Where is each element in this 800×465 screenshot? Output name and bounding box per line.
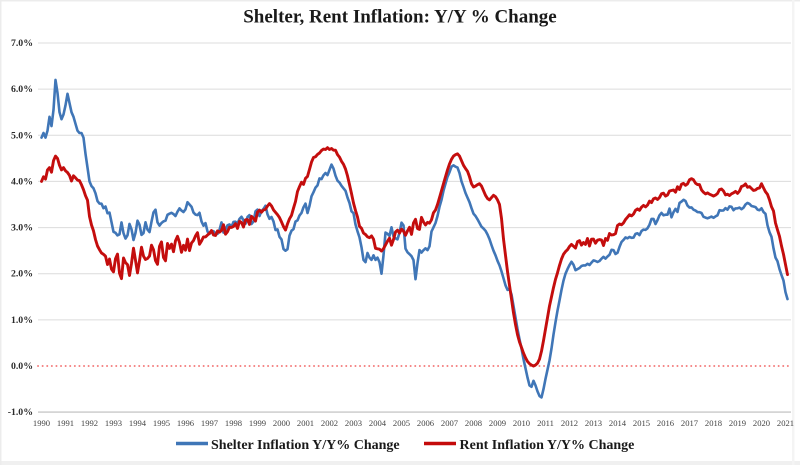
- svg-text:2003: 2003: [345, 418, 362, 428]
- svg-text:0.0%: 0.0%: [11, 361, 33, 372]
- svg-text:-1.0%: -1.0%: [8, 407, 33, 418]
- svg-text:2017: 2017: [681, 418, 699, 428]
- svg-text:2007: 2007: [441, 418, 459, 428]
- svg-text:2002: 2002: [321, 418, 338, 428]
- svg-text:1.0%: 1.0%: [11, 315, 33, 326]
- svg-text:6.0%: 6.0%: [11, 84, 33, 95]
- svg-text:2018: 2018: [705, 418, 722, 428]
- svg-text:1992: 1992: [81, 418, 98, 428]
- svg-text:1998: 1998: [225, 418, 242, 428]
- svg-text:Shelter Inflation Y/Y% Change: Shelter Inflation Y/Y% Change: [211, 438, 400, 453]
- svg-text:2000: 2000: [273, 418, 290, 428]
- svg-text:2016: 2016: [657, 418, 675, 428]
- svg-text:5.0%: 5.0%: [11, 130, 33, 141]
- svg-text:2011: 2011: [537, 418, 554, 428]
- svg-text:2004: 2004: [369, 418, 387, 428]
- svg-text:2021: 2021: [777, 418, 794, 428]
- svg-text:2008: 2008: [465, 418, 482, 428]
- svg-text:7.0%: 7.0%: [11, 38, 33, 49]
- svg-text:2006: 2006: [417, 418, 435, 428]
- svg-text:1999: 1999: [249, 418, 266, 428]
- svg-text:2.0%: 2.0%: [11, 269, 33, 280]
- svg-text:2012: 2012: [561, 418, 578, 428]
- svg-text:2005: 2005: [393, 418, 410, 428]
- svg-text:2015: 2015: [633, 418, 650, 428]
- svg-text:1995: 1995: [153, 418, 170, 428]
- svg-text:2013: 2013: [585, 418, 602, 428]
- svg-text:2009: 2009: [489, 418, 506, 428]
- svg-text:2010: 2010: [513, 418, 530, 428]
- svg-text:1990: 1990: [33, 418, 50, 428]
- svg-text:1993: 1993: [105, 418, 122, 428]
- svg-text:4.0%: 4.0%: [11, 176, 33, 187]
- svg-text:2014: 2014: [609, 418, 627, 428]
- svg-text:1997: 1997: [201, 418, 219, 428]
- svg-text:2001: 2001: [297, 418, 314, 428]
- svg-text:1996: 1996: [177, 418, 195, 428]
- svg-text:Shelter, Rent Inflation: Y/Y %: Shelter, Rent Inflation: Y/Y % Change: [243, 7, 557, 28]
- svg-text:1991: 1991: [57, 418, 74, 428]
- svg-text:1994: 1994: [129, 418, 147, 428]
- svg-text:3.0%: 3.0%: [11, 223, 33, 234]
- svg-text:2019: 2019: [729, 418, 746, 428]
- svg-text:Rent Inflation Y/Y% Change: Rent Inflation Y/Y% Change: [460, 438, 635, 453]
- svg-text:2020: 2020: [753, 418, 770, 428]
